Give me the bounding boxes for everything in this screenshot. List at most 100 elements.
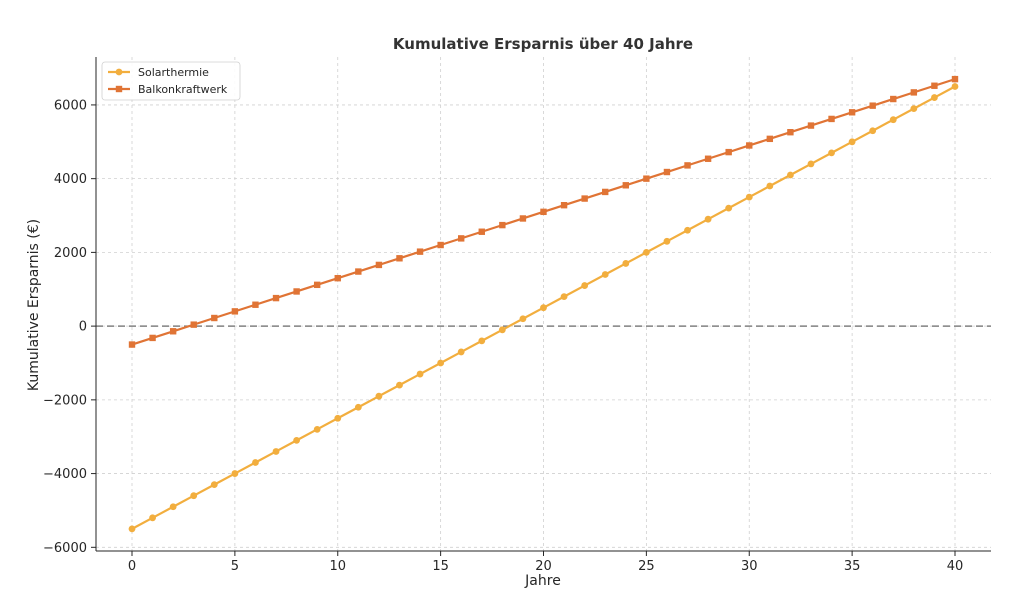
y-tick-label: 6000 <box>54 98 87 113</box>
data-point <box>786 171 794 179</box>
x-tick-label: 35 <box>844 559 861 574</box>
y-tick-label: 2000 <box>54 246 87 261</box>
data-point <box>807 160 815 168</box>
data-point <box>725 148 732 156</box>
data-point <box>190 321 197 328</box>
x-tick-label: 40 <box>947 559 964 574</box>
data-point <box>951 83 959 90</box>
data-point <box>354 403 362 411</box>
data-point <box>478 228 485 235</box>
x-tick-label: 10 <box>329 559 346 574</box>
data-point <box>457 348 465 356</box>
data-point <box>890 95 897 103</box>
data-point <box>704 215 712 223</box>
data-point <box>313 281 321 289</box>
data-point <box>642 248 650 256</box>
x-tick-label: 0 <box>128 559 136 574</box>
data-point <box>725 204 733 212</box>
data-point <box>272 294 280 302</box>
data-point <box>375 261 383 269</box>
data-point <box>498 326 506 334</box>
data-point <box>869 127 877 135</box>
data-point <box>848 109 856 116</box>
data-point <box>128 341 136 348</box>
legend-label: Balkonkraftwerk <box>138 83 228 96</box>
data-point <box>396 255 403 262</box>
data-point <box>293 288 300 295</box>
data-point <box>910 105 918 113</box>
data-point <box>540 304 547 312</box>
data-point <box>889 116 897 124</box>
data-point <box>519 315 527 323</box>
data-point <box>766 182 774 190</box>
data-point <box>601 271 609 278</box>
data-point <box>128 525 136 533</box>
data-point <box>745 193 753 201</box>
y-tick-label: −4000 <box>43 467 87 482</box>
x-tick-label: 30 <box>741 559 758 574</box>
data-point <box>416 370 424 378</box>
legend-box <box>101 61 241 101</box>
data-point <box>252 459 259 466</box>
data-point <box>848 138 856 146</box>
chart-title: Kumulative Ersparnis über 40 Jahre <box>393 35 693 53</box>
data-point <box>828 149 835 157</box>
series <box>128 75 959 533</box>
data-point <box>951 75 959 83</box>
data-point <box>210 481 218 489</box>
data-point <box>416 248 424 255</box>
data-point <box>313 425 321 433</box>
data-point <box>828 115 835 123</box>
x-ticks: 0 5 10 15 20 25 30 35 40 <box>128 551 963 574</box>
data-point <box>663 168 671 176</box>
y-axis-title: Kumulative Ersparnis (€) <box>26 219 42 391</box>
y-ticks: −6000 −4000 −2000 0 2000 4000 6000 <box>43 98 96 556</box>
y-tick-label: 4000 <box>54 172 87 187</box>
data-point <box>869 102 876 109</box>
data-point <box>787 129 794 136</box>
y-tick-label: −6000 <box>43 541 87 556</box>
series-solarthermie <box>128 83 959 533</box>
data-point <box>766 135 774 143</box>
data-point <box>169 328 177 335</box>
data-point <box>581 282 589 289</box>
data-point <box>622 260 630 267</box>
data-point <box>190 492 198 500</box>
data-point <box>931 82 938 89</box>
data-point <box>807 122 815 129</box>
data-point <box>581 195 588 202</box>
legend-marker <box>115 68 123 76</box>
data-point <box>437 241 444 249</box>
data-point <box>272 448 280 455</box>
data-point <box>643 175 650 182</box>
data-point <box>910 89 918 96</box>
data-point <box>396 381 403 389</box>
x-tick-label: 20 <box>535 559 552 574</box>
data-point <box>560 293 568 301</box>
legend-marker <box>115 85 123 93</box>
series-balkonkraftwerk <box>128 75 959 348</box>
data-point <box>231 308 239 315</box>
data-point <box>334 414 342 422</box>
data-point <box>499 221 506 229</box>
data-point <box>437 359 445 367</box>
x-tick-label: 15 <box>432 559 449 574</box>
data-point <box>519 215 527 222</box>
x-tick-label: 25 <box>638 559 655 574</box>
grid <box>96 57 991 551</box>
data-point <box>704 155 712 162</box>
data-point <box>931 94 938 101</box>
y-tick-label: −2000 <box>43 393 87 408</box>
data-point <box>375 392 383 400</box>
data-point <box>663 237 671 245</box>
data-point <box>355 268 362 275</box>
data-point <box>540 208 547 216</box>
data-point <box>560 202 568 209</box>
data-point <box>293 437 301 444</box>
legend: Solarthermie Balkonkraftwerk <box>101 61 241 101</box>
data-point <box>622 182 629 189</box>
x-tick-label: 5 <box>231 559 239 574</box>
legend-label: Solarthermie <box>138 66 209 79</box>
